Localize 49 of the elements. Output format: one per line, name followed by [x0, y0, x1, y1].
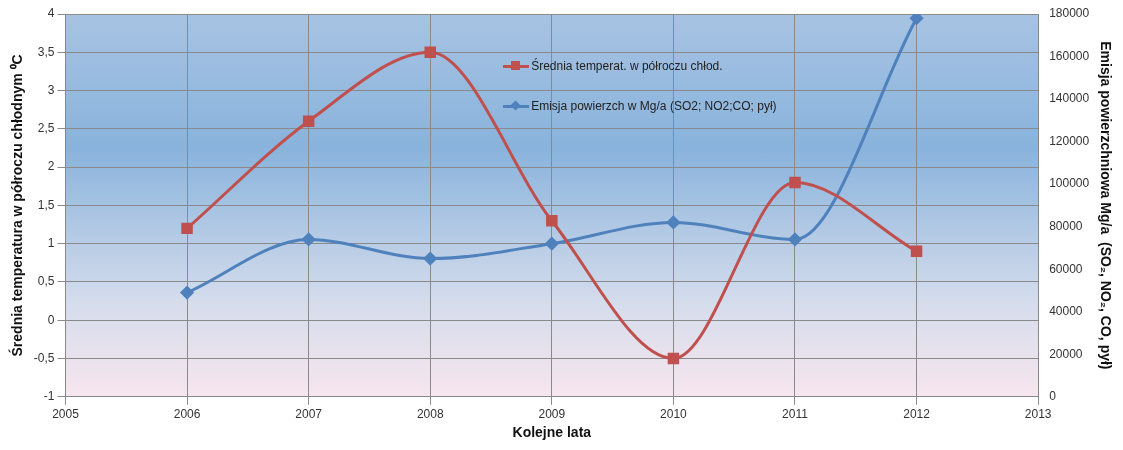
x-tick-label: 2012 — [903, 407, 931, 422]
x-tick-label: 2007 — [295, 407, 323, 422]
y2-tick-label: 80000 — [1049, 218, 1083, 233]
point — [181, 222, 193, 235]
y-tick-label: 3,5 — [37, 44, 55, 59]
y2-tick-label: 20000 — [1049, 346, 1083, 361]
point — [546, 214, 558, 227]
x-axis-title: Kolejne lata — [512, 424, 592, 441]
y-tick-label: -0,5 — [33, 350, 55, 365]
y2-tick-label: 60000 — [1049, 261, 1083, 276]
point — [666, 215, 680, 229]
y-tick-label: -1 — [43, 389, 55, 404]
point — [789, 176, 801, 189]
legend-label: Emisja powierzch w Mg/a (SO2; NO2;CO; pył) — [531, 99, 777, 113]
point — [788, 232, 802, 246]
y2-tick-label: 40000 — [1049, 304, 1083, 319]
point — [423, 252, 437, 266]
y-tick-label: 2,5 — [37, 121, 55, 136]
x-tick-label: 2005 — [52, 407, 80, 422]
y-tick-label: 0 — [47, 312, 55, 327]
point — [667, 352, 680, 365]
y2-tick-label: 180000 — [1049, 6, 1090, 21]
point — [545, 237, 559, 251]
x-tick-label: 2010 — [660, 407, 688, 422]
y-tick-label: 4 — [47, 6, 55, 21]
y-tick-label: 0,5 — [37, 274, 55, 289]
x-tick-label: 2009 — [538, 407, 566, 422]
point — [910, 14, 924, 25]
point — [302, 232, 316, 246]
y2-tick-label: 160000 — [1049, 48, 1090, 63]
y-tick-label: 1,5 — [37, 197, 55, 212]
x-tick-label: 2006 — [173, 407, 201, 422]
y2-tick-label: 100000 — [1049, 176, 1090, 191]
y-tick-label: 2 — [47, 159, 55, 174]
x-tick-label: 2011 — [782, 407, 809, 422]
y2-tick-label: 0 — [1049, 389, 1057, 404]
point — [180, 286, 194, 300]
y2-tick-label: 140000 — [1049, 91, 1090, 106]
point — [424, 46, 436, 59]
point — [910, 245, 923, 258]
y2-axis-title: Emisja powierzchniowa Mg/a (SO₂, NO₂, CO, pył) — [1097, 41, 1114, 370]
point — [302, 115, 315, 127]
y-axis-title: Średnia temperatura w półroczu chłodnym ⁰C — [8, 54, 26, 357]
x-tick-label: 2013 — [1024, 407, 1052, 422]
y-tick-label: 1 — [47, 235, 55, 250]
legend-label: Średnia temperat. w półroczu chłod. — [531, 59, 723, 73]
y-tick-label: 3 — [47, 82, 55, 97]
x-tick-label: 2008 — [416, 407, 444, 422]
y2-tick-label: 120000 — [1049, 133, 1090, 148]
